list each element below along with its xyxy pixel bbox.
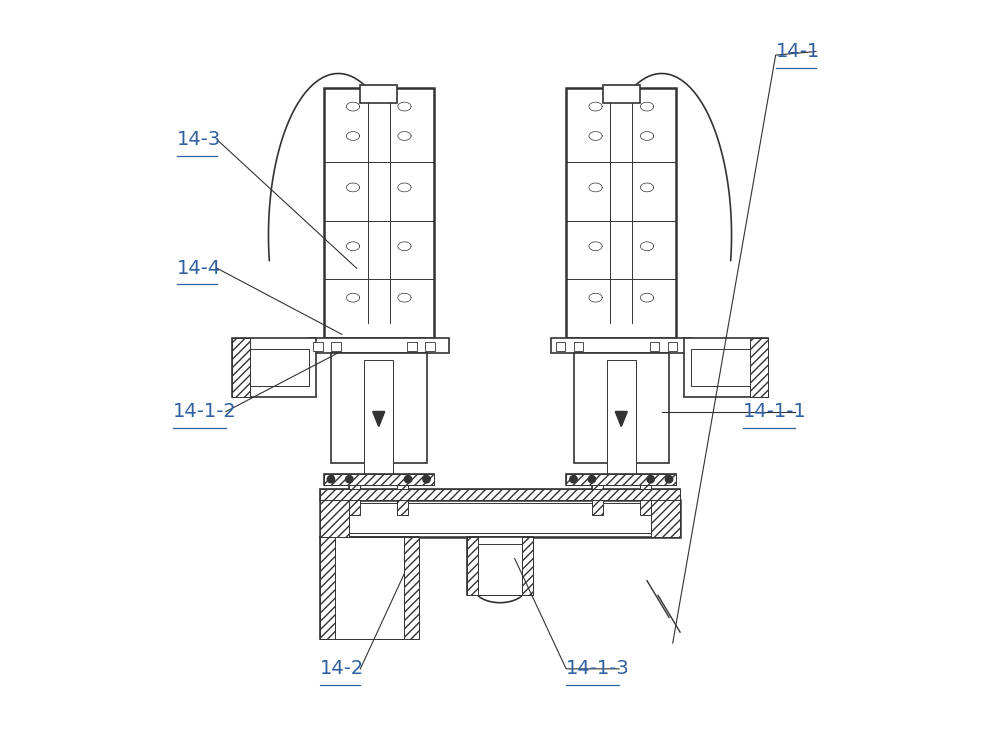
Bar — [349, 503, 651, 533]
Text: 14-2: 14-2 — [320, 659, 364, 678]
Bar — [467, 537, 478, 595]
Bar — [320, 489, 680, 500]
Bar — [364, 360, 393, 485]
Text: 14-3: 14-3 — [177, 130, 221, 149]
Bar — [320, 537, 419, 639]
Bar — [335, 537, 404, 639]
Text: 14-1-2: 14-1-2 — [173, 402, 237, 421]
Bar — [360, 85, 397, 103]
Bar — [651, 500, 680, 537]
Bar — [522, 537, 533, 595]
Circle shape — [665, 476, 673, 483]
Bar — [425, 342, 435, 351]
Bar — [551, 338, 691, 353]
Bar — [640, 485, 651, 514]
Bar — [232, 338, 316, 397]
Bar — [320, 489, 680, 500]
Bar — [360, 485, 397, 514]
Circle shape — [404, 476, 412, 483]
Polygon shape — [373, 412, 385, 426]
Bar — [556, 342, 565, 351]
Bar — [331, 353, 426, 463]
Bar — [320, 537, 335, 639]
Text: 14-1: 14-1 — [776, 42, 820, 61]
Bar — [324, 88, 434, 338]
Bar — [650, 342, 659, 351]
Bar — [607, 360, 636, 485]
Circle shape — [327, 476, 335, 483]
Bar — [324, 474, 434, 485]
Bar — [320, 500, 349, 537]
Bar — [239, 349, 309, 386]
Bar — [232, 338, 250, 397]
Text: 14-1-1: 14-1-1 — [743, 402, 806, 421]
Circle shape — [588, 476, 596, 483]
Text: 14-4: 14-4 — [177, 259, 221, 278]
Circle shape — [570, 476, 577, 483]
Bar — [574, 353, 669, 463]
Bar — [324, 474, 434, 485]
Bar — [684, 338, 768, 397]
Bar — [691, 349, 761, 386]
Bar — [407, 342, 417, 351]
Bar — [478, 544, 522, 595]
Bar — [603, 485, 640, 514]
Circle shape — [647, 476, 654, 483]
Bar — [592, 485, 651, 514]
Bar — [574, 342, 583, 351]
Circle shape — [423, 476, 430, 483]
Bar — [467, 537, 533, 595]
Circle shape — [346, 476, 353, 483]
Bar — [603, 85, 640, 103]
Bar — [309, 338, 449, 353]
Text: 14-1-3: 14-1-3 — [566, 659, 630, 678]
Bar — [668, 342, 677, 351]
Bar — [750, 338, 768, 397]
Bar — [592, 485, 603, 514]
Bar — [349, 485, 360, 514]
Bar — [320, 500, 680, 537]
Bar — [566, 474, 676, 485]
Bar — [566, 474, 676, 485]
Bar — [566, 88, 676, 338]
Bar — [404, 537, 419, 639]
Bar — [397, 485, 408, 514]
Bar — [331, 342, 341, 351]
Polygon shape — [615, 412, 627, 426]
Bar — [313, 342, 323, 351]
Bar — [349, 485, 408, 514]
